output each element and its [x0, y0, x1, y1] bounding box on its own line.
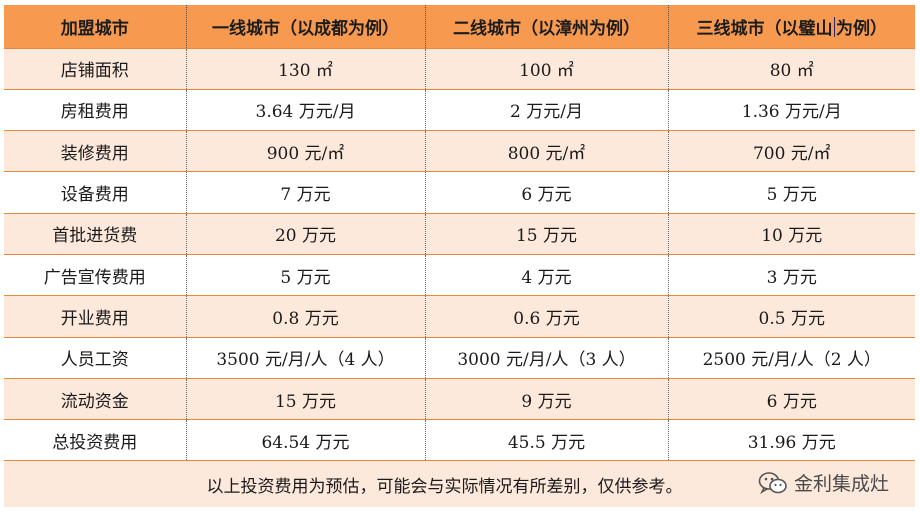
wechat-icon [758, 472, 787, 495]
header-tier3: 三线城市（以璧山 为例） [668, 5, 915, 49]
text-cursor [833, 16, 835, 37]
row-label: 总投资费用 [4, 419, 187, 462]
tier1-value: 900 元/㎡ [186, 130, 426, 173]
table-row: 首批进货费 20 万元 15 万元 10 万元 [4, 213, 915, 255]
row-label: 人员工资 [4, 337, 187, 379]
tier2-value: 2 万元/月 [425, 89, 669, 132]
tier3-value: 0.5 万元 [668, 295, 915, 338]
table-row: 装修费用 900 元/㎡ 800 元/㎡ 700 元/㎡ [4, 130, 915, 173]
tier1-value: 20 万元 [186, 213, 426, 255]
tier3-value: 2500 元/月/人（2 人） [668, 337, 915, 379]
tier3-value: 5 万元 [668, 171, 915, 214]
note-text: 以上投资费用为预估，可能会与实际情况有所差别，仅供参考。 [206, 476, 683, 497]
table-row: 店铺面积 130 ㎡ 100 ㎡ 80 ㎡ [4, 48, 915, 90]
tier2-value: 9 万元 [425, 378, 669, 421]
table-row: 广告宣传费用 5 万元 4 万元 3 万元 [4, 254, 915, 297]
tier3-value: 3 万元 [668, 254, 915, 297]
note-row: 以上投资费用为预估，可能会与实际情况有所差别，仅供参考。 金利集成灶 [4, 460, 915, 507]
table-header-row: 加盟城市 一线城市（以成都为例） 二线城市（以漳州为例） 三线城市（以璧山 为例） [4, 5, 915, 49]
header-tier3-text-a: 三线城市（以璧山 [696, 18, 833, 39]
tier3-value: 6 万元 [668, 378, 915, 421]
table-row: 设备费用 7 万元 6 万元 5 万元 [4, 171, 915, 214]
tier3-value: 31.96 万元 [668, 419, 915, 462]
row-label: 设备费用 [4, 171, 187, 214]
tier2-value: 100 ㎡ [425, 48, 669, 90]
header-tier2: 二线城市（以漳州为例） [425, 5, 669, 49]
tier1-value: 64.54 万元 [186, 419, 426, 462]
franchise-cost-table: 加盟城市 一线城市（以成都为例） 二线城市（以漳州为例） 三线城市（以璧山 为例）… [4, 5, 915, 507]
tier2-value: 45.5 万元 [425, 419, 669, 462]
tier3-value: 700 元/㎡ [668, 130, 915, 173]
row-label: 房租费用 [4, 89, 187, 132]
header-city: 加盟城市 [4, 5, 187, 49]
tier1-value: 7 万元 [186, 171, 426, 214]
row-label: 装修费用 [4, 130, 187, 173]
row-label: 开业费用 [4, 295, 187, 338]
tier2-value: 15 万元 [425, 213, 669, 255]
tier2-value: 3000 元/月/人（3 人） [425, 337, 669, 379]
tier1-value: 3500 元/月/人（4 人） [186, 337, 426, 379]
watermark: 金利集成灶 [758, 469, 889, 496]
table-row: 总投资费用 64.54 万元 45.5 万元 31.96 万元 [4, 419, 915, 462]
table-row: 开业费用 0.8 万元 0.6 万元 0.5 万元 [4, 295, 915, 338]
tier1-value: 130 ㎡ [186, 48, 426, 90]
tier1-value: 0.8 万元 [186, 295, 426, 338]
tier2-value: 0.6 万元 [425, 295, 669, 338]
table-row: 房租费用 3.64 万元/月 2 万元/月 1.36 万元/月 [4, 89, 915, 132]
tier1-value: 5 万元 [186, 254, 426, 297]
row-label: 流动资金 [4, 378, 187, 421]
tier3-value: 10 万元 [668, 213, 915, 255]
tier2-value: 800 元/㎡ [425, 130, 669, 173]
tier1-value: 15 万元 [186, 378, 426, 421]
tier3-value: 80 ㎡ [668, 48, 915, 90]
row-label: 店铺面积 [4, 48, 187, 90]
tier1-value: 3.64 万元/月 [186, 89, 426, 132]
table-row: 人员工资 3500 元/月/人（4 人） 3000 元/月/人（3 人） 2500 元… [4, 337, 915, 379]
tier2-value: 4 万元 [425, 254, 669, 297]
row-label: 首批进货费 [4, 213, 187, 255]
row-label: 广告宣传费用 [4, 254, 187, 297]
note-cell: 以上投资费用为预估，可能会与实际情况有所差别，仅供参考。 金利集成灶 [4, 460, 915, 507]
table-row: 流动资金 15 万元 9 万元 6 万元 [4, 378, 915, 421]
tier2-value: 6 万元 [425, 171, 669, 214]
header-tier1: 一线城市（以成都为例） [186, 5, 426, 49]
tier3-value: 1.36 万元/月 [668, 89, 915, 132]
watermark-text: 金利集成灶 [793, 473, 889, 496]
header-tier3-text-b: 为例） [836, 18, 887, 39]
